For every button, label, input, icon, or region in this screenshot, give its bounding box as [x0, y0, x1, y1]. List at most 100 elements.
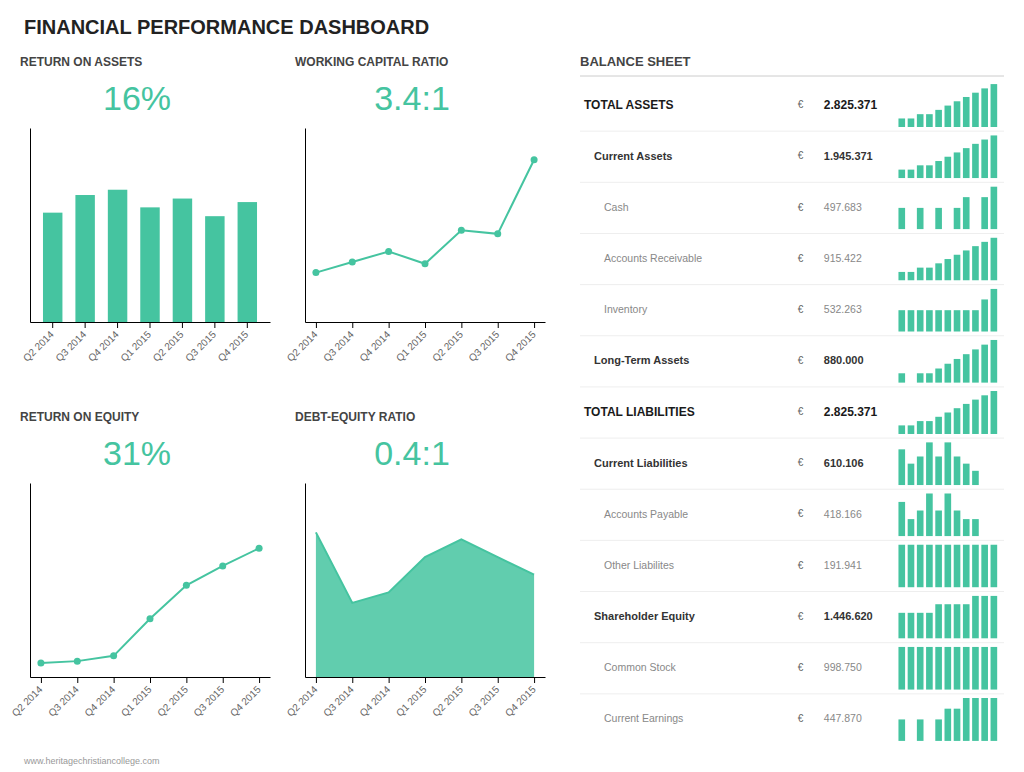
tick-mark — [259, 677, 260, 683]
spark-bar — [908, 229, 915, 230]
spark-bar — [972, 698, 979, 741]
spark-bar — [963, 148, 970, 178]
sparkline — [898, 238, 997, 281]
panel: WORKING CAPITAL RATIO3.4:1Q2 2014Q3 2014… — [285, 55, 546, 364]
spark-bar — [898, 719, 905, 740]
marker — [494, 230, 501, 237]
tick: Q4 2015 — [503, 677, 538, 719]
sparkline — [898, 596, 997, 639]
tick-label: Q1 2015 — [394, 328, 429, 363]
spark-bar — [926, 114, 933, 127]
row-unit: € — [798, 713, 804, 724]
spark-bar — [945, 413, 952, 434]
spark-bar — [908, 382, 915, 383]
marker — [349, 259, 356, 266]
tick-mark — [186, 677, 187, 683]
sparkline — [898, 84, 997, 127]
tick: Q2 2015 — [155, 677, 190, 719]
tick: Q4 2014 — [82, 677, 117, 719]
row-value: 2.825.371 — [824, 405, 878, 419]
spark-bar — [926, 165, 933, 178]
sparkline — [898, 442, 978, 485]
spark-bar — [991, 536, 998, 537]
x-axis: Q2 2014Q3 2014Q4 2014Q1 2015Q2 2015Q3 20… — [285, 677, 546, 719]
x-axis: Q2 2014Q3 2014Q4 2014Q1 2015Q2 2015Q3 20… — [10, 677, 271, 719]
spark-bar — [954, 511, 961, 537]
spark-bar — [981, 536, 988, 537]
tick-mark — [461, 677, 462, 683]
tick-mark — [150, 322, 151, 328]
marker — [147, 615, 154, 622]
row-divider — [580, 131, 1004, 132]
spark-bar — [917, 647, 924, 690]
table-row: Accounts Receivable €915.422 — [580, 233, 1004, 280]
spark-bar — [898, 208, 905, 229]
spark-bar — [908, 740, 915, 741]
tick: Q4 2014 — [357, 677, 392, 719]
spark-bar — [954, 359, 961, 383]
spark-bar — [972, 471, 979, 485]
marker — [183, 582, 190, 589]
row-value: 1.945.371 — [824, 150, 873, 162]
tick-mark — [117, 322, 118, 328]
spark-bar — [935, 719, 942, 740]
tick: Q3 2014 — [321, 677, 356, 719]
spark-bar — [981, 698, 988, 741]
spark-bar — [917, 373, 924, 383]
tick-mark — [389, 322, 390, 328]
spark-bar — [926, 268, 933, 281]
tick-mark — [498, 677, 499, 683]
spark-bar — [963, 310, 970, 331]
tick-label: Q2 2015 — [155, 683, 190, 718]
spark-bar — [963, 97, 970, 127]
tick-label: Q3 2014 — [321, 683, 356, 718]
tick-label: Q4 2014 — [357, 683, 392, 718]
tick-label: Q3 2015 — [466, 683, 501, 718]
tick: Q3 2015 — [183, 322, 218, 364]
axis-line — [30, 129, 31, 323]
spark-bar — [926, 613, 933, 639]
spark-bar — [972, 310, 979, 331]
axis-line — [305, 129, 306, 323]
spark-bar — [954, 101, 961, 127]
spark-bar — [981, 485, 988, 486]
spark-bar — [935, 511, 942, 537]
sparkline — [898, 698, 997, 741]
row-value: 497.683 — [824, 201, 862, 213]
spark-bar — [991, 340, 998, 383]
tick: Q1 2015 — [119, 677, 154, 719]
plot-marks — [43, 190, 257, 322]
row-unit: € — [798, 253, 804, 264]
row-value: 915.422 — [824, 252, 862, 264]
row-divider — [580, 182, 1004, 183]
spark-bar — [908, 519, 915, 536]
tick-label: Q4 2014 — [82, 683, 117, 718]
row-label: Accounts Receivable — [604, 252, 702, 264]
y-axis — [30, 484, 31, 678]
table-row: Current Earnings€447.870 — [580, 694, 1004, 741]
spark-bar — [926, 310, 933, 331]
spark-bar — [981, 596, 988, 639]
tick-mark — [247, 322, 248, 328]
tick: Q1 2015 — [394, 677, 429, 719]
spark-bar — [963, 519, 970, 536]
marker — [74, 658, 81, 665]
spark-bar — [945, 364, 952, 383]
kpi-value: 16% — [103, 79, 171, 117]
tick-label: Q4 2014 — [357, 328, 392, 363]
spark-bar — [898, 544, 905, 587]
dashboard: FINANCIAL PERFORMANCE DASHBOARDwww.herit… — [0, 0, 1024, 772]
spark-bar — [991, 544, 998, 587]
tick: Q2 2014 — [10, 677, 45, 719]
tick-mark — [41, 677, 42, 683]
spark-bar — [991, 84, 998, 127]
spark-bar — [908, 272, 915, 281]
bar — [140, 207, 159, 322]
bar — [75, 195, 94, 322]
spark-bar — [954, 310, 961, 331]
spark-bar — [954, 152, 961, 178]
sparkline — [898, 544, 997, 587]
spark-bar — [898, 310, 905, 331]
spark-bar — [945, 157, 952, 178]
spark-bar — [981, 140, 988, 179]
